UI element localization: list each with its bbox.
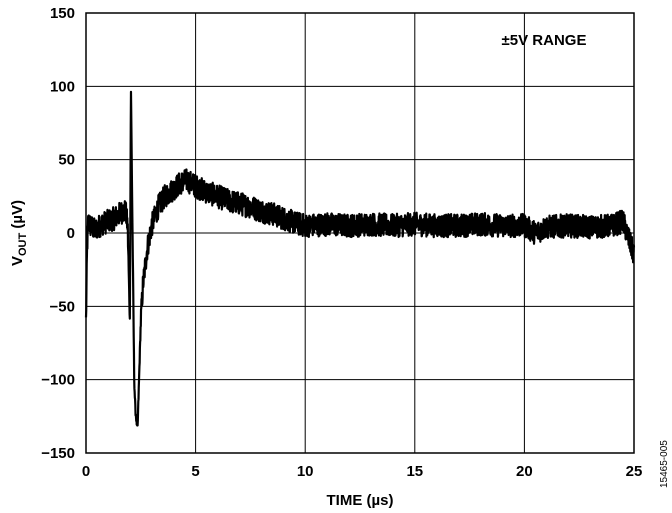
x-axis-ticks: 0 5 10 15 20 25 (82, 463, 643, 480)
figure-id: 15465-005 (659, 440, 670, 488)
x-axis-label: TIME (µs) (327, 492, 394, 509)
plot-frame (85, 12, 635, 454)
y-tick-label: 150 (50, 5, 75, 22)
range-annotation: ±5V RANGE (502, 32, 587, 49)
y-tick-label: 100 (50, 78, 75, 95)
x-tick-label: 20 (516, 463, 533, 480)
y-axis-ticks: 150 100 50 0 −50 −100 −150 (41, 5, 75, 462)
y-tick-label: 0 (67, 225, 75, 242)
series-line-0 (84, 90, 636, 427)
x-tick-label: 5 (191, 463, 199, 480)
y-tick-label: −150 (41, 445, 75, 462)
x-tick-label: 25 (626, 463, 643, 480)
y-tick-label: 50 (58, 152, 75, 169)
x-tick-label: 0 (82, 463, 90, 480)
x-tick-label: 10 (297, 463, 314, 480)
y-tick-label: −100 (41, 372, 75, 389)
y-axis-label-unit: (µV) (9, 200, 26, 233)
y-axis-label: VOUT (µV) (9, 200, 29, 266)
y-axis-label-subscript: OUT (17, 233, 29, 257)
y-axis-label-main: V (9, 256, 26, 266)
series-lines (84, 90, 636, 427)
x-tick-label: 15 (406, 463, 423, 480)
y-tick-label: −50 (50, 298, 75, 315)
